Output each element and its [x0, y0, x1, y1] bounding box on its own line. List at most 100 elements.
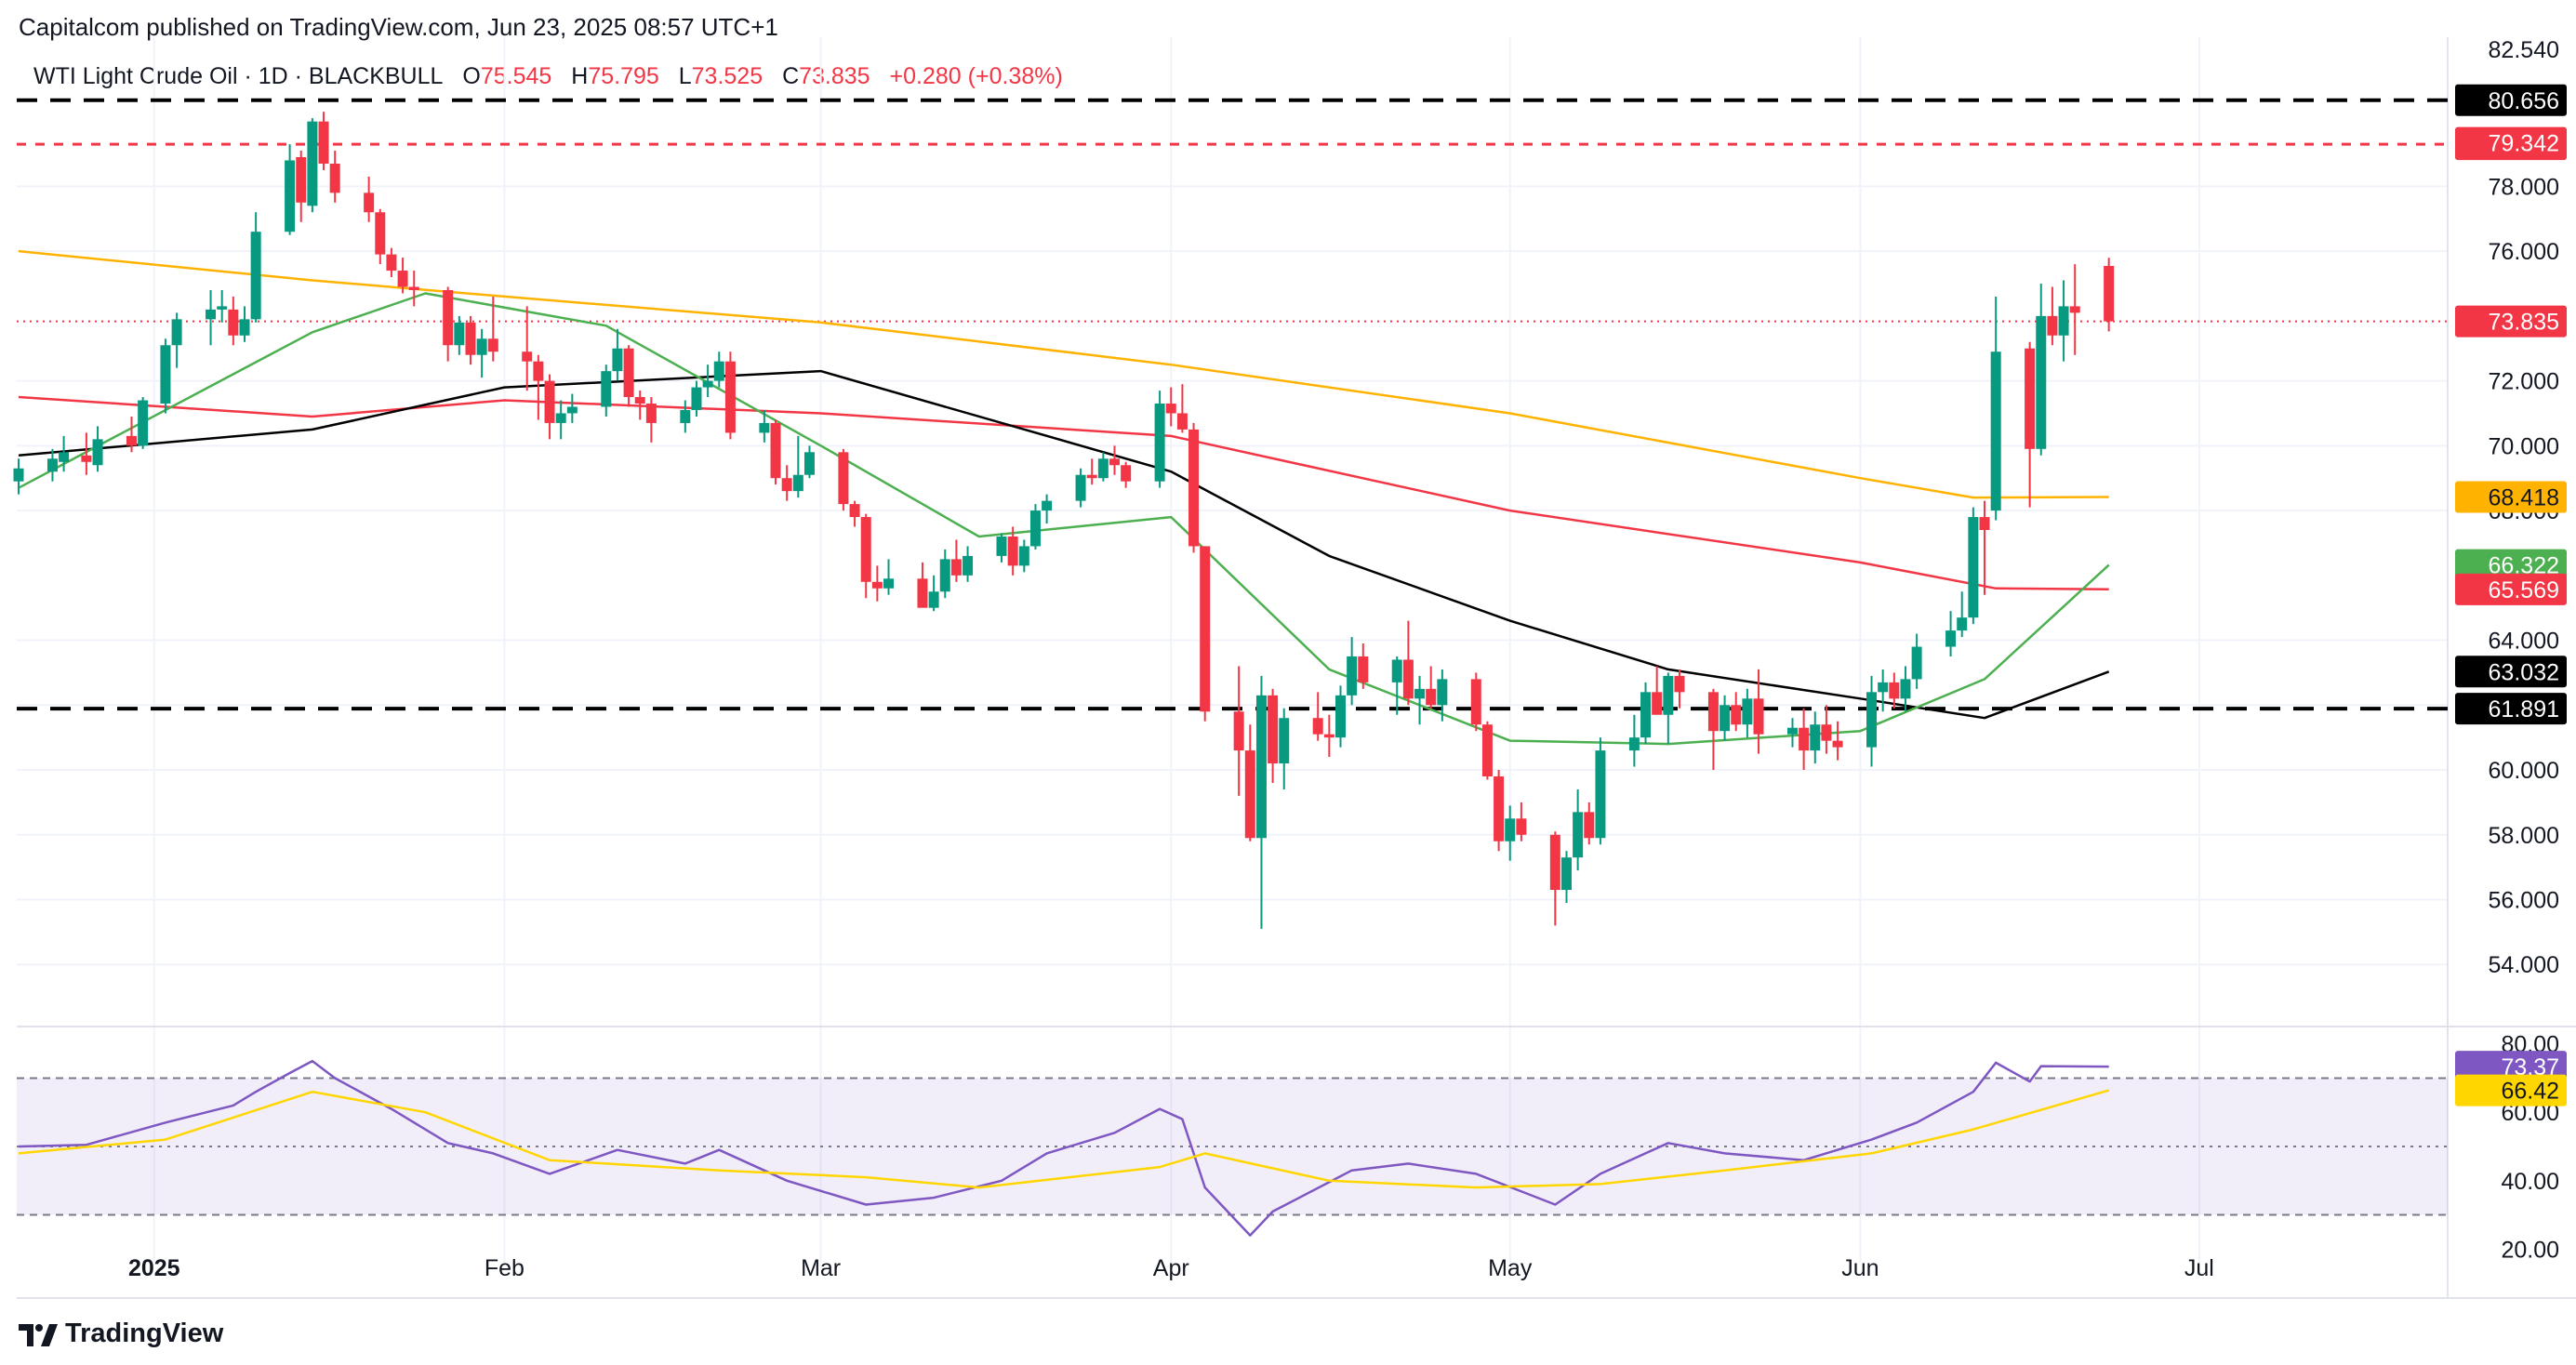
candle [228, 296, 239, 346]
moving-average-line [18, 369, 2110, 720]
candle [1097, 452, 1109, 482]
candle-body [1786, 727, 1798, 735]
candle-body [928, 591, 939, 608]
candle-body [329, 163, 340, 193]
candle [1323, 714, 1334, 758]
candle [612, 328, 623, 381]
candle-body [217, 306, 228, 310]
candle-body [1402, 659, 1414, 699]
candle-body [1358, 656, 1369, 682]
candle-body [838, 452, 849, 505]
price-tag-text: 80.656 [2489, 88, 2559, 114]
candle [1154, 391, 1165, 488]
candle [217, 289, 228, 323]
candle-body [566, 406, 578, 414]
candle-body [917, 578, 928, 608]
price-axis-label: 72.000 [2489, 369, 2559, 395]
candle [1866, 675, 1878, 767]
candle-body [645, 404, 657, 423]
candle [691, 380, 702, 417]
price-tag-box [2455, 481, 2567, 513]
candle-body [939, 559, 950, 592]
candle-body [1494, 776, 1505, 842]
candle [1900, 666, 1911, 712]
candle-body [1437, 679, 1448, 706]
candle [250, 212, 261, 323]
candle-body [1200, 546, 1211, 712]
price-tag-text: 65.569 [2489, 577, 2559, 603]
candle [522, 306, 533, 391]
candle [1979, 500, 1990, 595]
candle [364, 176, 375, 222]
candle-body [1957, 617, 1968, 631]
candle [645, 397, 657, 443]
candle [1990, 296, 2001, 521]
candle-body [1109, 458, 1121, 466]
candle-body [285, 160, 296, 232]
price-tag-text: 61.891 [2489, 696, 2559, 722]
candle-body [996, 536, 1007, 556]
candle [2104, 258, 2115, 332]
price-chart[interactable]: 54.00056.00058.00060.00062.00064.00068.0… [0, 0, 2576, 1302]
candle [1391, 656, 1402, 715]
candle-body [1742, 698, 1753, 725]
candle-body [239, 319, 250, 336]
candle [1720, 695, 1731, 741]
candle-body [318, 121, 329, 164]
candle-body [781, 478, 792, 492]
candle [1312, 692, 1323, 741]
candle [206, 289, 217, 346]
candle [860, 513, 871, 599]
candle-body [2069, 306, 2080, 313]
time-axis-label: Feb [485, 1255, 524, 1281]
price-tag-text: 79.342 [2489, 131, 2559, 157]
candle-body [160, 345, 171, 404]
candle-body [601, 371, 612, 407]
candle-body [2104, 265, 2115, 322]
candle-body [92, 439, 103, 466]
candle [1334, 685, 1346, 748]
brand-name: TradingView [65, 1319, 224, 1348]
candle [1268, 688, 1279, 783]
price-tag-box [2455, 126, 2567, 159]
legend-open-label: O [462, 63, 481, 89]
candle-body [126, 435, 137, 446]
candle [1358, 643, 1369, 689]
candle-body [1176, 413, 1188, 430]
legend-high-label: H [571, 63, 589, 89]
candle [963, 546, 974, 582]
candle [1426, 666, 1437, 709]
indicator-price-tag: 73.835 [2455, 305, 2567, 338]
rsi-axis-label: 40.00 [2501, 1169, 2559, 1195]
candle-body [1878, 682, 1889, 693]
candle-body [950, 559, 962, 576]
candle [1957, 591, 1968, 638]
candle [555, 400, 566, 440]
price-tag-text: 63.032 [2489, 659, 2559, 685]
candle-body [1979, 517, 1990, 530]
candle-body [1075, 474, 1086, 501]
candle-body [375, 212, 386, 255]
candle [770, 419, 781, 485]
candle [318, 112, 329, 170]
price-axis-label: 64.000 [2489, 629, 2559, 655]
moving-average-line [18, 249, 2109, 499]
candle-body [250, 232, 261, 320]
candle [1753, 669, 1764, 754]
price-tag-text: 73.835 [2489, 310, 2559, 336]
candle [454, 315, 465, 355]
candle-body [1121, 465, 1132, 482]
candle [680, 400, 691, 433]
candle [1042, 494, 1053, 524]
candle [1505, 805, 1516, 861]
candle [1889, 672, 1900, 709]
candle-body [963, 555, 974, 576]
candle-body [1188, 429, 1200, 547]
candle [566, 393, 578, 423]
time-axis-label: 2025 [128, 1255, 180, 1281]
candle-body [1334, 695, 1346, 738]
candle [1674, 669, 1685, 709]
tradingview-brand[interactable]: TradingView [19, 1319, 223, 1349]
indicator-price-tag: 65.569 [2455, 573, 2567, 605]
time-axis-label: Mar [801, 1255, 841, 1281]
